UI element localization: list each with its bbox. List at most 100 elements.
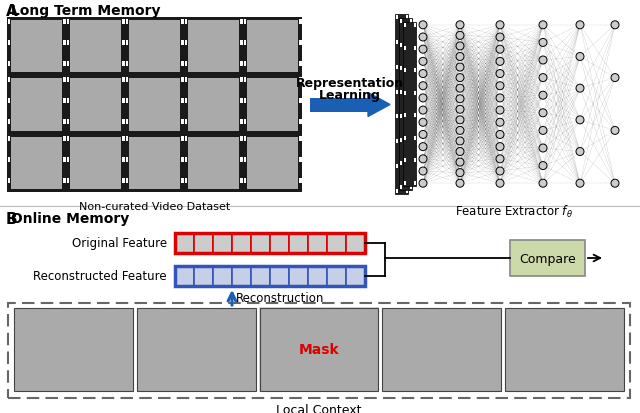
Bar (243, 20, 246, 25)
Bar (240, 120, 243, 125)
Bar (7, 134, 66, 192)
Bar (8, 178, 10, 183)
Circle shape (496, 95, 504, 103)
Bar (240, 136, 243, 141)
Circle shape (539, 22, 547, 30)
Circle shape (611, 74, 619, 83)
Circle shape (456, 85, 464, 93)
Bar (129, 21, 180, 73)
Bar (270, 233, 289, 254)
Bar (125, 136, 128, 141)
Bar (67, 41, 69, 46)
Circle shape (496, 46, 504, 54)
Circle shape (539, 92, 547, 100)
Bar (243, 62, 246, 67)
Bar (406, 16, 408, 20)
Bar (410, 20, 412, 24)
Bar (410, 138, 412, 142)
Circle shape (496, 34, 504, 42)
Bar (129, 138, 180, 190)
Circle shape (496, 131, 504, 139)
Circle shape (456, 95, 464, 104)
Bar (406, 66, 408, 69)
Bar (403, 92, 406, 95)
Bar (413, 159, 415, 163)
Circle shape (496, 155, 504, 164)
Bar (413, 137, 415, 140)
Circle shape (576, 53, 584, 62)
Bar (396, 140, 397, 144)
Bar (240, 99, 243, 104)
Circle shape (496, 70, 504, 78)
Bar (8, 78, 10, 83)
Bar (396, 90, 397, 94)
Bar (63, 178, 65, 183)
Bar (399, 67, 401, 71)
Circle shape (456, 127, 464, 135)
Bar (70, 79, 121, 131)
Bar (299, 78, 301, 83)
Bar (399, 91, 401, 95)
Bar (406, 115, 408, 119)
Circle shape (456, 74, 464, 83)
Circle shape (456, 64, 464, 72)
Bar (243, 99, 246, 104)
Circle shape (419, 22, 427, 30)
Circle shape (456, 180, 464, 188)
Bar (410, 185, 412, 190)
Circle shape (496, 58, 504, 66)
Bar (240, 78, 243, 83)
Bar (399, 162, 401, 166)
Bar (63, 157, 65, 162)
Bar (396, 165, 397, 169)
Bar (327, 266, 346, 286)
Bar (7, 18, 66, 76)
Text: Learning: Learning (319, 89, 381, 102)
Circle shape (539, 145, 547, 153)
Bar (247, 21, 298, 73)
Bar (66, 134, 125, 192)
Bar (403, 24, 406, 28)
Text: Compare: Compare (519, 252, 576, 265)
Bar (310, 98, 368, 112)
Circle shape (419, 46, 427, 54)
Bar (213, 233, 232, 254)
Polygon shape (368, 93, 390, 117)
Bar (122, 62, 125, 67)
Bar (243, 41, 246, 46)
Bar (8, 157, 10, 162)
Bar (395, 15, 408, 195)
Bar (243, 178, 246, 183)
Circle shape (456, 116, 464, 125)
Bar (122, 41, 125, 46)
Bar (327, 233, 346, 254)
Circle shape (576, 116, 584, 125)
Text: Reconstruction: Reconstruction (236, 291, 324, 304)
Bar (181, 136, 184, 141)
Bar (413, 92, 415, 95)
Circle shape (419, 168, 427, 176)
Circle shape (456, 22, 464, 30)
Bar (396, 41, 397, 45)
Bar (243, 134, 302, 192)
Text: Local Context: Local Context (276, 403, 362, 413)
Bar (213, 266, 232, 286)
Bar (122, 120, 125, 125)
Bar (346, 233, 365, 254)
Bar (181, 78, 184, 83)
Circle shape (419, 180, 427, 188)
Bar (399, 44, 401, 47)
Bar (125, 62, 128, 67)
Bar (399, 114, 401, 119)
Bar (383, 308, 501, 391)
Bar (125, 41, 128, 46)
Circle shape (456, 148, 464, 156)
Bar (14, 308, 133, 391)
Bar (413, 69, 415, 73)
Circle shape (419, 155, 427, 164)
Circle shape (496, 83, 504, 90)
Circle shape (539, 57, 547, 65)
Bar (240, 20, 243, 25)
Bar (63, 20, 65, 25)
Bar (7, 76, 66, 134)
